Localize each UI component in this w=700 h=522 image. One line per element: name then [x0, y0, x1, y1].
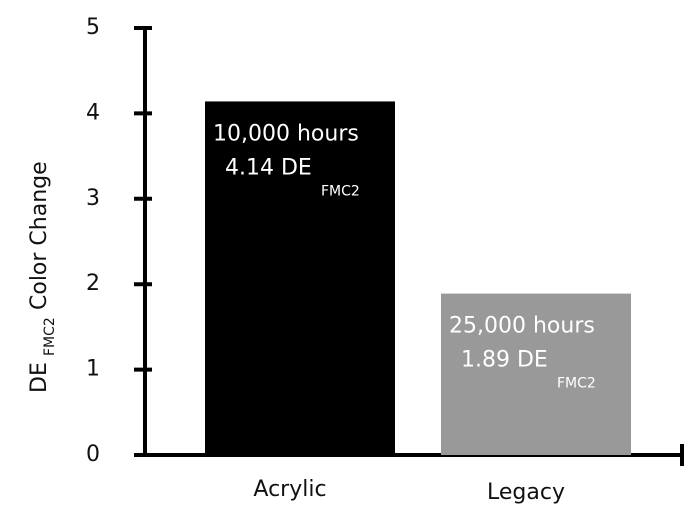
y-label: Color Change [27, 161, 52, 310]
y-label: DE [27, 362, 52, 393]
y-label-subscript: FMC2 [42, 317, 58, 356]
y-tick-label: 4 [86, 100, 100, 125]
value-label-subscript: FMC2 [557, 376, 596, 392]
y-tick-label: 5 [86, 15, 100, 40]
y-tick-label: 0 [86, 442, 100, 467]
x-tick-label: Legacy [487, 480, 565, 505]
y-label-group: DE FMC2 Color Change [27, 161, 58, 393]
y-tick-label: 2 [86, 271, 100, 296]
x-tick-label: Acrylic [253, 477, 326, 502]
y-tick-label: 1 [86, 357, 100, 382]
value-label: 1.89 DE [461, 348, 548, 373]
bar [205, 101, 395, 455]
value-label-subscript: FMC2 [321, 183, 360, 199]
bar-annotation: 25,000 hours [449, 314, 595, 339]
bar-annotation: 10,000 hours [213, 121, 359, 146]
bar [441, 293, 631, 455]
value-label: 4.14 DE [225, 155, 312, 180]
y-tick-label: 3 [86, 186, 100, 211]
